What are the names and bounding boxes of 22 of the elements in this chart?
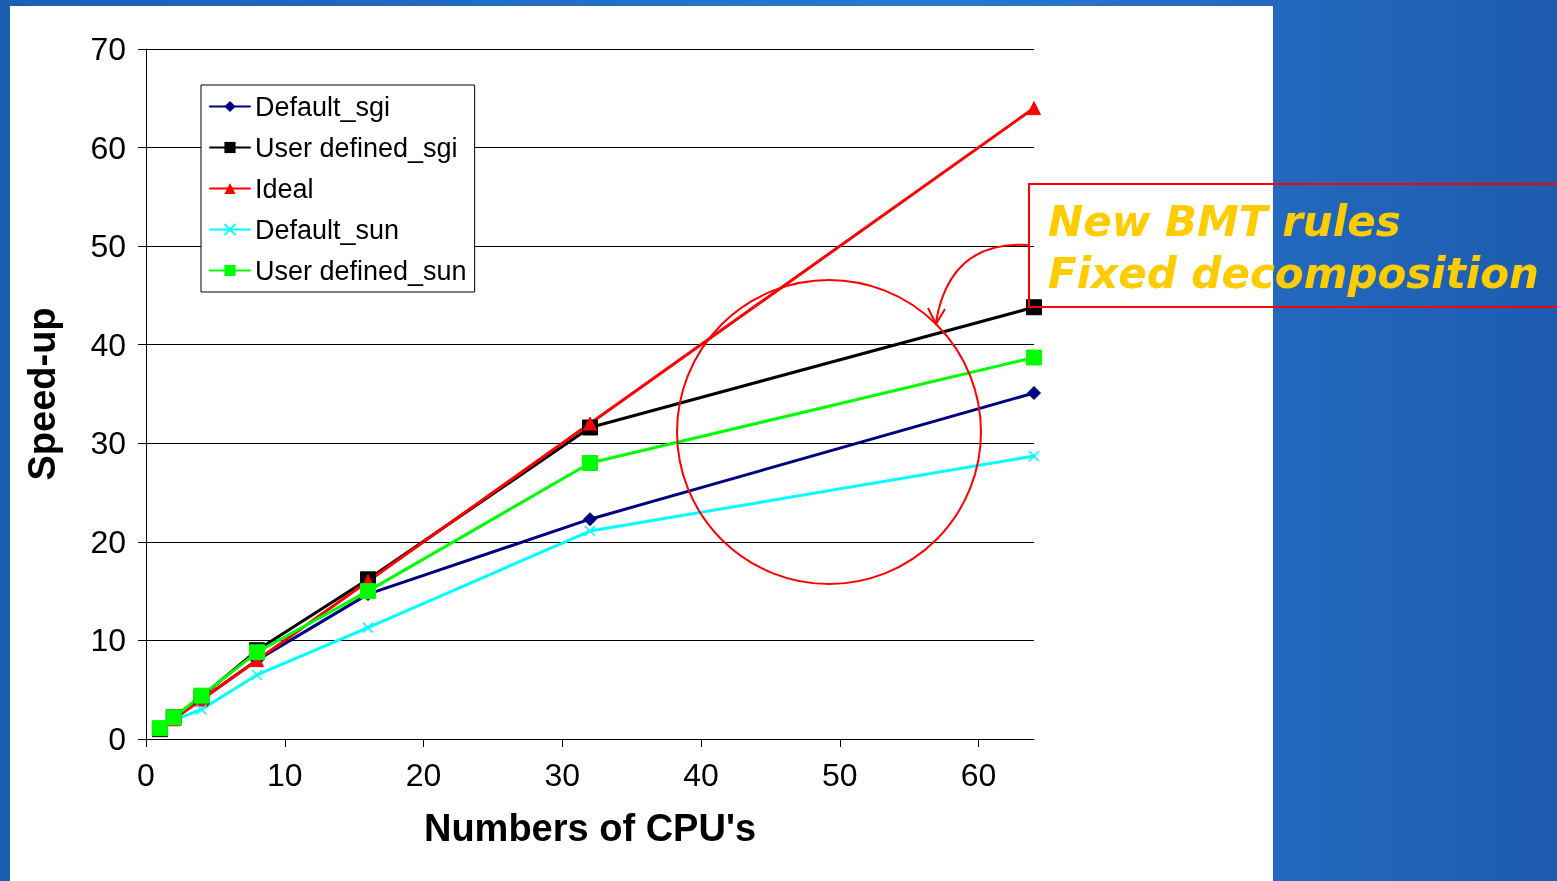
x-tick-label: 50 (821, 757, 858, 793)
legend-label: Ideal (255, 173, 314, 204)
legend-label: User defined_sgi (255, 132, 458, 163)
x-tick-label: 60 (960, 757, 997, 793)
legend-label: User defined_sun (255, 255, 467, 286)
y-tick-label: 0 (108, 721, 126, 757)
y-axis-title: Speed-up (21, 307, 63, 481)
x-tick-label: 30 (544, 757, 581, 793)
x-axis-title: Numbers of CPU's (423, 807, 757, 849)
y-tick-label: 60 (90, 129, 126, 166)
x-tick-label: 0 (137, 757, 155, 793)
y-tick-label: 30 (90, 425, 126, 462)
x-tick-label: 40 (683, 757, 719, 793)
y-tick-label: 50 (90, 228, 126, 265)
x-tick-label: 20 (405, 757, 442, 793)
x-tick-label: 10 (266, 757, 303, 793)
y-tick-label: 20 (90, 523, 126, 560)
y-tick-label: 10 (90, 622, 126, 659)
y-tick-label: 40 (90, 326, 126, 363)
legend-label: Default_sgi (255, 91, 391, 122)
y-tick-label: 70 (90, 31, 126, 67)
legend-label: Default_sun (255, 214, 400, 245)
